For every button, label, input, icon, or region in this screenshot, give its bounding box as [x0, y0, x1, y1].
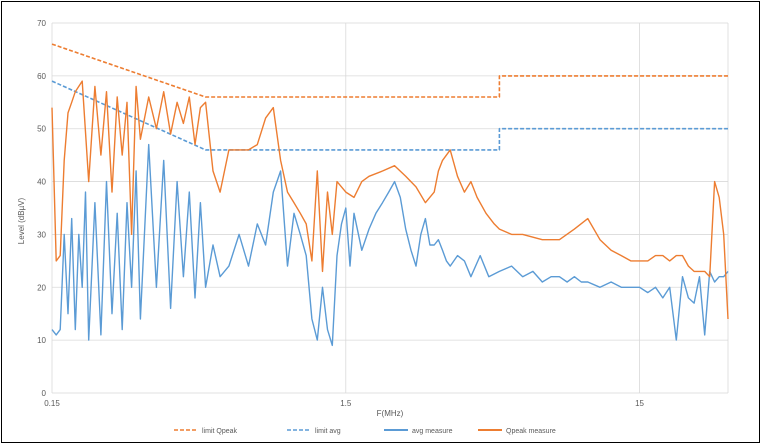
y-tick-label: 30: [37, 230, 46, 239]
x-axis-title: F(MHz): [377, 409, 404, 418]
series-line-limit-qpeak: [51, 43, 728, 98]
plot-area: [51, 43, 729, 347]
x-tick-label: 0.15: [44, 399, 60, 408]
legend-label: limit avg: [315, 428, 341, 435]
legend-label: limit Qpeak: [202, 428, 238, 435]
y-axis-title: Level (dBµV): [17, 197, 26, 244]
y-tick-label: 10: [37, 336, 46, 345]
series-line-avg-measure: [51, 143, 729, 347]
legend-label: Qpeak measure: [506, 428, 556, 435]
y-tick-label: 60: [37, 72, 46, 81]
series-line-qpeak-measure: [51, 80, 729, 320]
x-tick-label: 1.5: [340, 399, 352, 408]
y-tick-label: 50: [37, 125, 46, 134]
x-tick-label: 15: [635, 399, 644, 408]
y-tick-label: 70: [37, 19, 46, 28]
x-axis-ticks: 0.15 1.5 15: [44, 399, 644, 408]
y-tick-label: 40: [37, 178, 46, 187]
series-line-limit-avg: [51, 80, 728, 151]
legend: limit Qpeak limit avg avg measure Qpeak mea…: [174, 428, 556, 435]
legend-label: avg measure: [412, 428, 453, 435]
grid: [51, 22, 729, 394]
y-tick-label: 20: [37, 283, 46, 292]
y-axis-ticks: 0 10 20 30 40 50 60 70: [37, 19, 46, 398]
y-tick-label: 0: [42, 389, 47, 398]
